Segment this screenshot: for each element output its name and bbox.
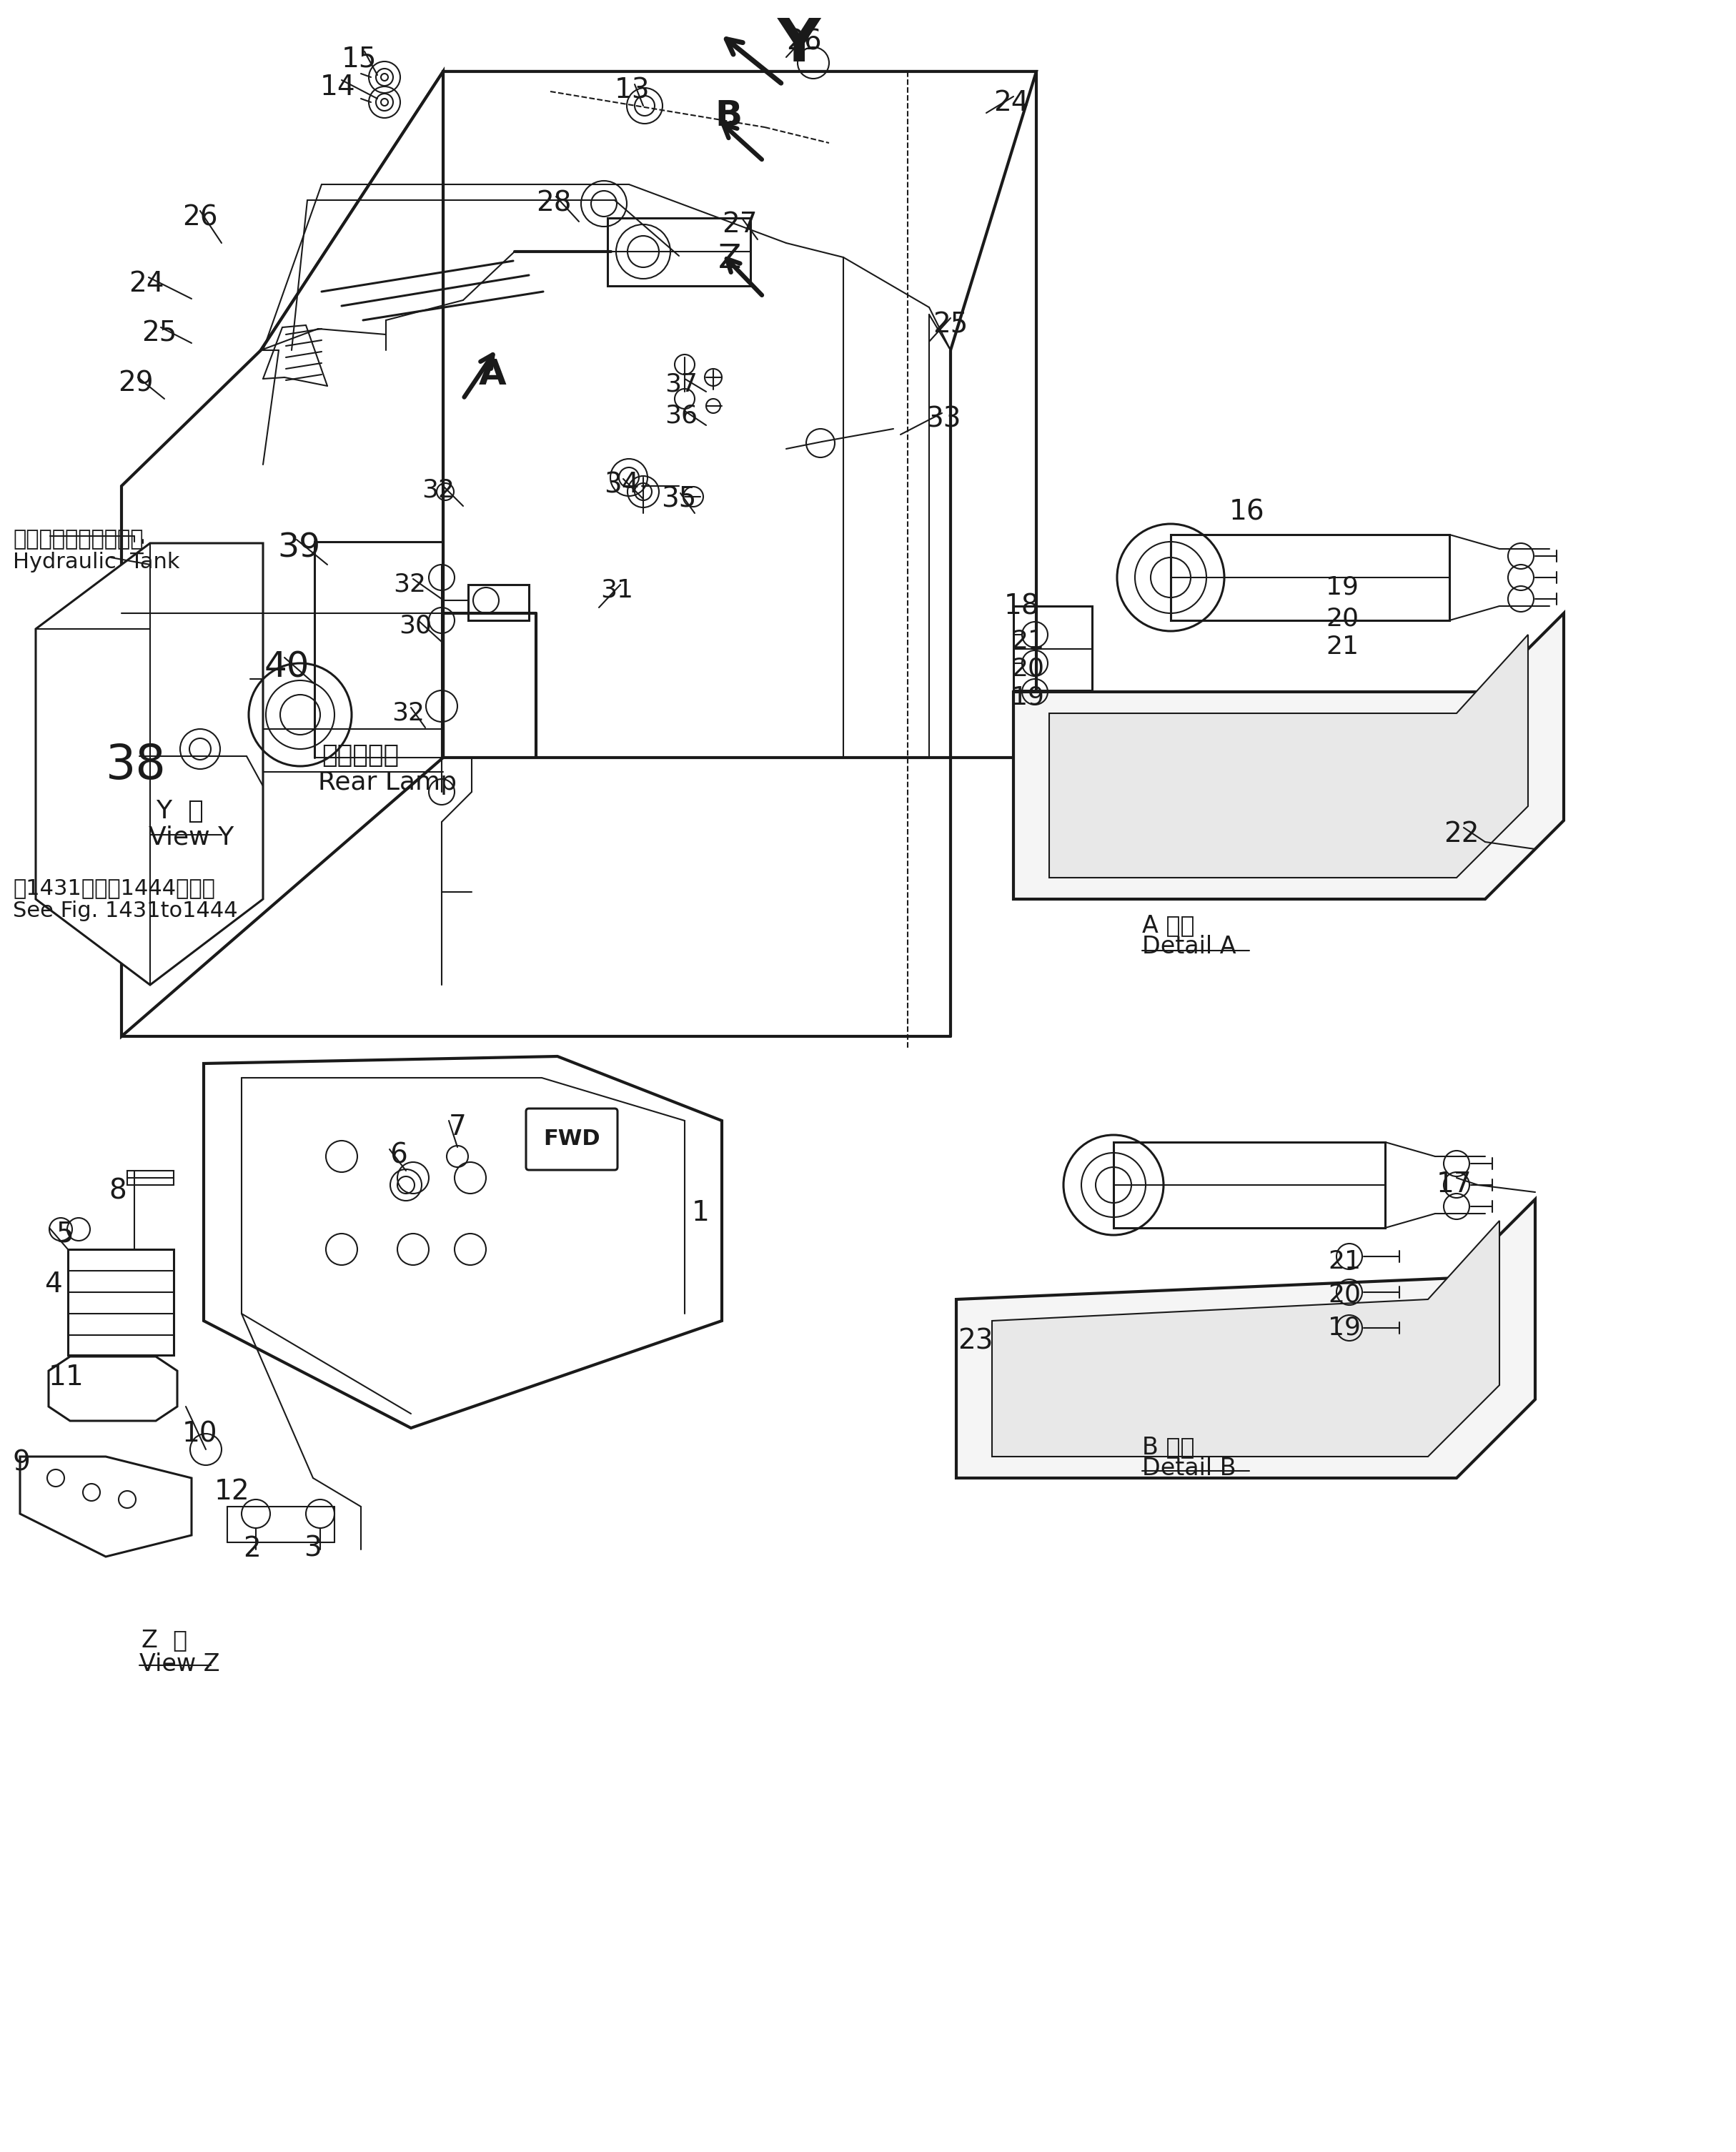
Text: 22: 22 bbox=[1444, 820, 1479, 848]
Text: 30: 30 bbox=[399, 613, 432, 637]
Text: B 詳細: B 詳細 bbox=[1142, 1435, 1194, 1459]
Polygon shape bbox=[991, 1220, 1500, 1457]
Text: 27: 27 bbox=[722, 211, 757, 239]
Text: 第1431から〒1444図参照: 第1431から〒1444図参照 bbox=[12, 878, 215, 897]
Text: 5: 5 bbox=[56, 1220, 73, 1248]
Text: 26: 26 bbox=[182, 204, 217, 230]
Text: 36: 36 bbox=[665, 405, 698, 428]
Bar bbox=[68, 1250, 174, 1356]
Text: 31: 31 bbox=[601, 577, 634, 603]
Text: Y  視: Y 視 bbox=[156, 798, 203, 824]
Text: 17: 17 bbox=[1437, 1171, 1472, 1199]
Text: 32: 32 bbox=[392, 572, 425, 596]
Bar bbox=[127, 1171, 174, 1186]
Text: Hydraulic  Tank: Hydraulic Tank bbox=[12, 551, 181, 572]
Text: Z  視: Z 視 bbox=[142, 1629, 187, 1653]
Polygon shape bbox=[21, 1457, 191, 1556]
Text: 14: 14 bbox=[319, 73, 356, 101]
Text: 40: 40 bbox=[264, 650, 309, 684]
Polygon shape bbox=[1049, 635, 1528, 878]
Text: 21: 21 bbox=[1326, 635, 1359, 659]
Polygon shape bbox=[957, 1199, 1535, 1478]
Text: 24: 24 bbox=[993, 90, 1029, 116]
Text: 16: 16 bbox=[1229, 499, 1266, 525]
Text: 11: 11 bbox=[49, 1364, 83, 1390]
Polygon shape bbox=[122, 71, 443, 1037]
Text: 32: 32 bbox=[392, 699, 425, 725]
Text: 3: 3 bbox=[304, 1534, 321, 1562]
Text: 35: 35 bbox=[661, 486, 696, 512]
Text: 7: 7 bbox=[450, 1113, 467, 1141]
Text: 33: 33 bbox=[925, 407, 962, 433]
Text: 9: 9 bbox=[12, 1450, 31, 1476]
Text: 25: 25 bbox=[142, 321, 177, 346]
Bar bbox=[469, 585, 529, 620]
Text: 39: 39 bbox=[278, 532, 321, 564]
Text: 20: 20 bbox=[1326, 607, 1359, 631]
Text: 23: 23 bbox=[958, 1328, 993, 1356]
Polygon shape bbox=[49, 1356, 177, 1420]
Text: View Z: View Z bbox=[139, 1653, 220, 1676]
Text: See Fig. 1431to1444: See Fig. 1431to1444 bbox=[12, 900, 238, 921]
Text: 24: 24 bbox=[128, 271, 163, 297]
Text: 8: 8 bbox=[109, 1177, 127, 1205]
Text: B: B bbox=[715, 99, 741, 133]
Text: 6: 6 bbox=[389, 1143, 408, 1169]
Polygon shape bbox=[260, 71, 1036, 351]
Polygon shape bbox=[203, 1057, 722, 1429]
Text: 29: 29 bbox=[118, 370, 153, 398]
Text: 37: 37 bbox=[665, 372, 698, 396]
Text: 26: 26 bbox=[786, 28, 821, 56]
Text: Z: Z bbox=[719, 243, 741, 275]
Text: 13: 13 bbox=[615, 77, 649, 103]
Polygon shape bbox=[443, 71, 1036, 758]
Text: A: A bbox=[479, 357, 507, 392]
Text: 21: 21 bbox=[1012, 628, 1043, 654]
Text: Y: Y bbox=[778, 15, 821, 73]
FancyBboxPatch shape bbox=[526, 1108, 618, 1171]
Text: 34: 34 bbox=[604, 471, 639, 499]
Text: FWD: FWD bbox=[543, 1130, 601, 1149]
Text: 20: 20 bbox=[1328, 1283, 1361, 1306]
Text: 4: 4 bbox=[45, 1272, 62, 1298]
Text: 28: 28 bbox=[536, 189, 571, 217]
Text: リアランプ: リアランプ bbox=[321, 742, 399, 768]
Text: 10: 10 bbox=[182, 1420, 217, 1448]
Text: 32: 32 bbox=[422, 478, 455, 501]
Bar bbox=[608, 217, 750, 286]
Text: 20: 20 bbox=[1012, 656, 1043, 680]
Bar bbox=[1014, 607, 1092, 691]
Text: 19: 19 bbox=[1328, 1315, 1361, 1339]
Polygon shape bbox=[36, 542, 264, 986]
Text: 21: 21 bbox=[1328, 1250, 1361, 1274]
Text: 1: 1 bbox=[693, 1199, 710, 1227]
Text: Detail B: Detail B bbox=[1142, 1457, 1236, 1481]
Bar bbox=[1113, 1143, 1385, 1229]
Text: 38: 38 bbox=[106, 742, 167, 790]
Text: 15: 15 bbox=[342, 45, 377, 73]
Text: 19: 19 bbox=[1326, 575, 1359, 600]
Text: ハイドロリックタンク: ハイドロリックタンク bbox=[12, 529, 144, 549]
Bar bbox=[1170, 534, 1450, 620]
Polygon shape bbox=[1014, 613, 1564, 900]
Text: View Y: View Y bbox=[149, 826, 234, 850]
Text: 25: 25 bbox=[932, 310, 969, 338]
Text: 19: 19 bbox=[1012, 684, 1043, 708]
Text: Detail A: Detail A bbox=[1142, 934, 1236, 958]
Text: A 詳細: A 詳細 bbox=[1142, 912, 1194, 936]
Text: 18: 18 bbox=[1003, 594, 1040, 620]
Text: Rear Lamp: Rear Lamp bbox=[318, 770, 457, 794]
Text: 12: 12 bbox=[215, 1478, 250, 1504]
Text: 2: 2 bbox=[243, 1534, 260, 1562]
